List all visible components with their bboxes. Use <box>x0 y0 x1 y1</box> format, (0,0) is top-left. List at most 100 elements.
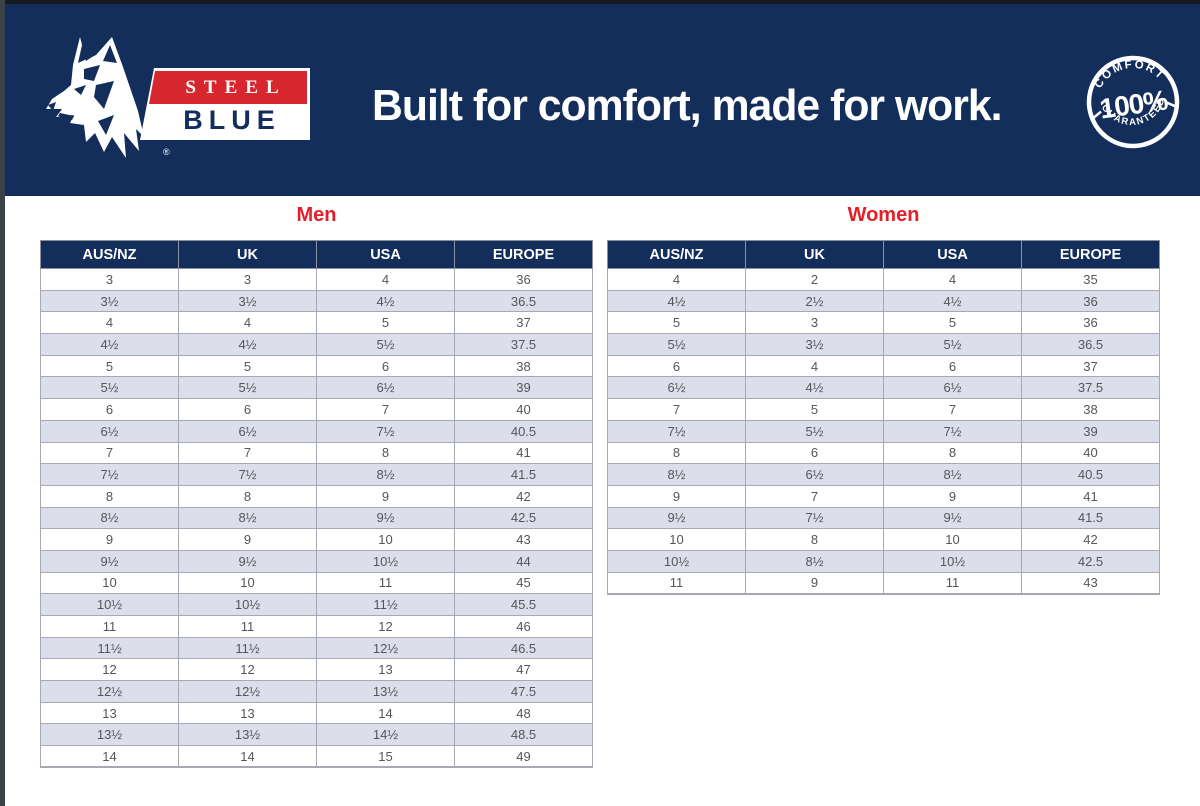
steel-blue-logo: STEEL BLUE ® <box>0 0 340 196</box>
table-row: 10½ 8½ 10½ 42.5 <box>607 549 1160 573</box>
women-size-table: AUS/NZ UK USA EUROPE 4 2 4 35 4½ 2½ 4½ 36 5 3 5 36 5½ 3½… <box>607 240 1160 595</box>
size-cell: 5½ <box>883 333 1022 356</box>
size-cell: 7½ <box>178 463 317 486</box>
size-cell: 10 <box>40 571 179 595</box>
size-cell: 6 <box>883 354 1022 378</box>
size-cell: 9½ <box>316 506 455 530</box>
table-row: 12½ 12½ 13½ 47.5 <box>40 680 593 703</box>
men-size-table: AUS/NZ UK USA EUROPE 3 3 4 36 3½ 3½ 4½ 36.5 4 4 5 37 4½… <box>40 240 593 769</box>
table-row: 13 13 14 48 <box>40 701 593 725</box>
column-header: EUROPE <box>454 240 593 269</box>
size-cell: 7½ <box>316 419 455 443</box>
size-cell: 42 <box>1021 528 1160 551</box>
size-cell: 11 <box>178 615 317 638</box>
size-cell: 13½ <box>40 723 179 747</box>
size-cell: 10½ <box>40 593 179 616</box>
size-cell: 39 <box>1021 419 1160 443</box>
size-cell: 12 <box>40 658 179 682</box>
size-cell: 8½ <box>40 506 179 530</box>
size-cell: 11 <box>40 615 179 638</box>
size-cell: 11 <box>883 571 1022 595</box>
size-cell: 40 <box>454 398 593 421</box>
logo-steel-text: STEEL <box>143 71 307 104</box>
size-cell: 36.5 <box>1021 333 1160 356</box>
size-cell: 36 <box>1021 289 1160 313</box>
size-cell: 9½ <box>178 549 317 573</box>
size-cell: 6 <box>40 398 179 421</box>
size-cell: 4 <box>745 354 884 378</box>
size-cell: 3 <box>745 311 884 335</box>
size-cell: 7½ <box>745 506 884 530</box>
size-cell: 9½ <box>607 506 746 530</box>
size-cell: 43 <box>454 528 593 551</box>
size-cell: 9½ <box>883 506 1022 530</box>
size-cell: 6 <box>745 441 884 465</box>
column-header: UK <box>745 240 884 269</box>
size-cell: 15 <box>316 745 455 768</box>
size-cell: 45 <box>454 571 593 595</box>
size-cell: 8 <box>883 441 1022 465</box>
size-cell: 7 <box>745 484 884 508</box>
table-row: 9 9 10 43 <box>40 528 593 551</box>
badge-left-tick <box>1092 110 1102 119</box>
table-row: 12 12 13 47 <box>40 658 593 682</box>
size-cell: 10 <box>178 571 317 595</box>
size-cell: 3 <box>178 268 317 291</box>
size-cell: 14½ <box>316 723 455 747</box>
logo-wordmark: STEEL BLUE <box>140 68 310 140</box>
size-cell: 8½ <box>178 506 317 530</box>
table-row: 6½ 4½ 6½ 37.5 <box>607 376 1160 400</box>
table-row: 14 14 15 49 <box>40 745 593 768</box>
wolf-head-icon <box>46 37 144 158</box>
size-cell: 6 <box>178 398 317 421</box>
page-top-edge <box>0 0 1200 4</box>
table-row: 10 10 11 45 <box>40 571 593 595</box>
size-cell: 35 <box>1021 268 1160 291</box>
size-cell: 4 <box>883 268 1022 291</box>
women-table-title: Women <box>847 204 920 226</box>
comfort-guarantee-badge-icon: COMFORT 100% GUARANTEED <box>1086 54 1180 149</box>
table-row: 5 3 5 36 <box>607 311 1160 335</box>
size-cell: 44 <box>454 549 593 573</box>
size-cell: 8½ <box>607 463 746 486</box>
size-cell: 36 <box>454 268 593 291</box>
men-header-row: AUS/NZ UK USA EUROPE <box>40 240 593 269</box>
size-cell: 13 <box>40 701 179 725</box>
size-cell: 5 <box>745 398 884 421</box>
column-header: USA <box>883 240 1022 269</box>
table-row: 8½ 8½ 9½ 42.5 <box>40 506 593 530</box>
size-cell: 7 <box>40 441 179 465</box>
size-cell: 45.5 <box>454 593 593 616</box>
headline: Built for comfort, made for work. <box>372 81 1003 130</box>
table-row: 11 11 12 46 <box>40 615 593 638</box>
table-row: 4 4 5 37 <box>40 311 593 335</box>
size-cell: 7 <box>607 398 746 421</box>
size-cell: 41.5 <box>1021 506 1160 530</box>
size-cell: 5½ <box>40 376 179 400</box>
size-cell: 9 <box>316 484 455 508</box>
size-cell: 5 <box>607 311 746 335</box>
size-cell: 37 <box>454 311 593 335</box>
size-cell: 6½ <box>745 463 884 486</box>
size-cell: 8 <box>40 484 179 508</box>
size-cell: 40.5 <box>454 419 593 443</box>
size-cell: 10½ <box>178 593 317 616</box>
table-row: 13½ 13½ 14½ 48.5 <box>40 723 593 747</box>
size-cell: 3½ <box>178 289 317 313</box>
size-cell: 4½ <box>316 289 455 313</box>
table-row: 9½ 7½ 9½ 41.5 <box>607 506 1160 530</box>
size-cell: 41 <box>454 441 593 465</box>
table-row: 8½ 6½ 8½ 40.5 <box>607 463 1160 486</box>
table-row: 7 5 7 38 <box>607 398 1160 421</box>
size-cell: 13 <box>178 701 317 725</box>
table-row: 11½ 11½ 12½ 46.5 <box>40 636 593 660</box>
size-cell: 38 <box>1021 398 1160 421</box>
size-cell: 7½ <box>883 419 1022 443</box>
column-header: AUS/NZ <box>607 240 746 269</box>
size-cell: 4½ <box>607 289 746 313</box>
size-cell: 6 <box>316 354 455 378</box>
size-cell: 5½ <box>745 419 884 443</box>
size-cell: 5 <box>178 354 317 378</box>
size-cell: 9 <box>883 484 1022 508</box>
size-cell: 7 <box>178 441 317 465</box>
